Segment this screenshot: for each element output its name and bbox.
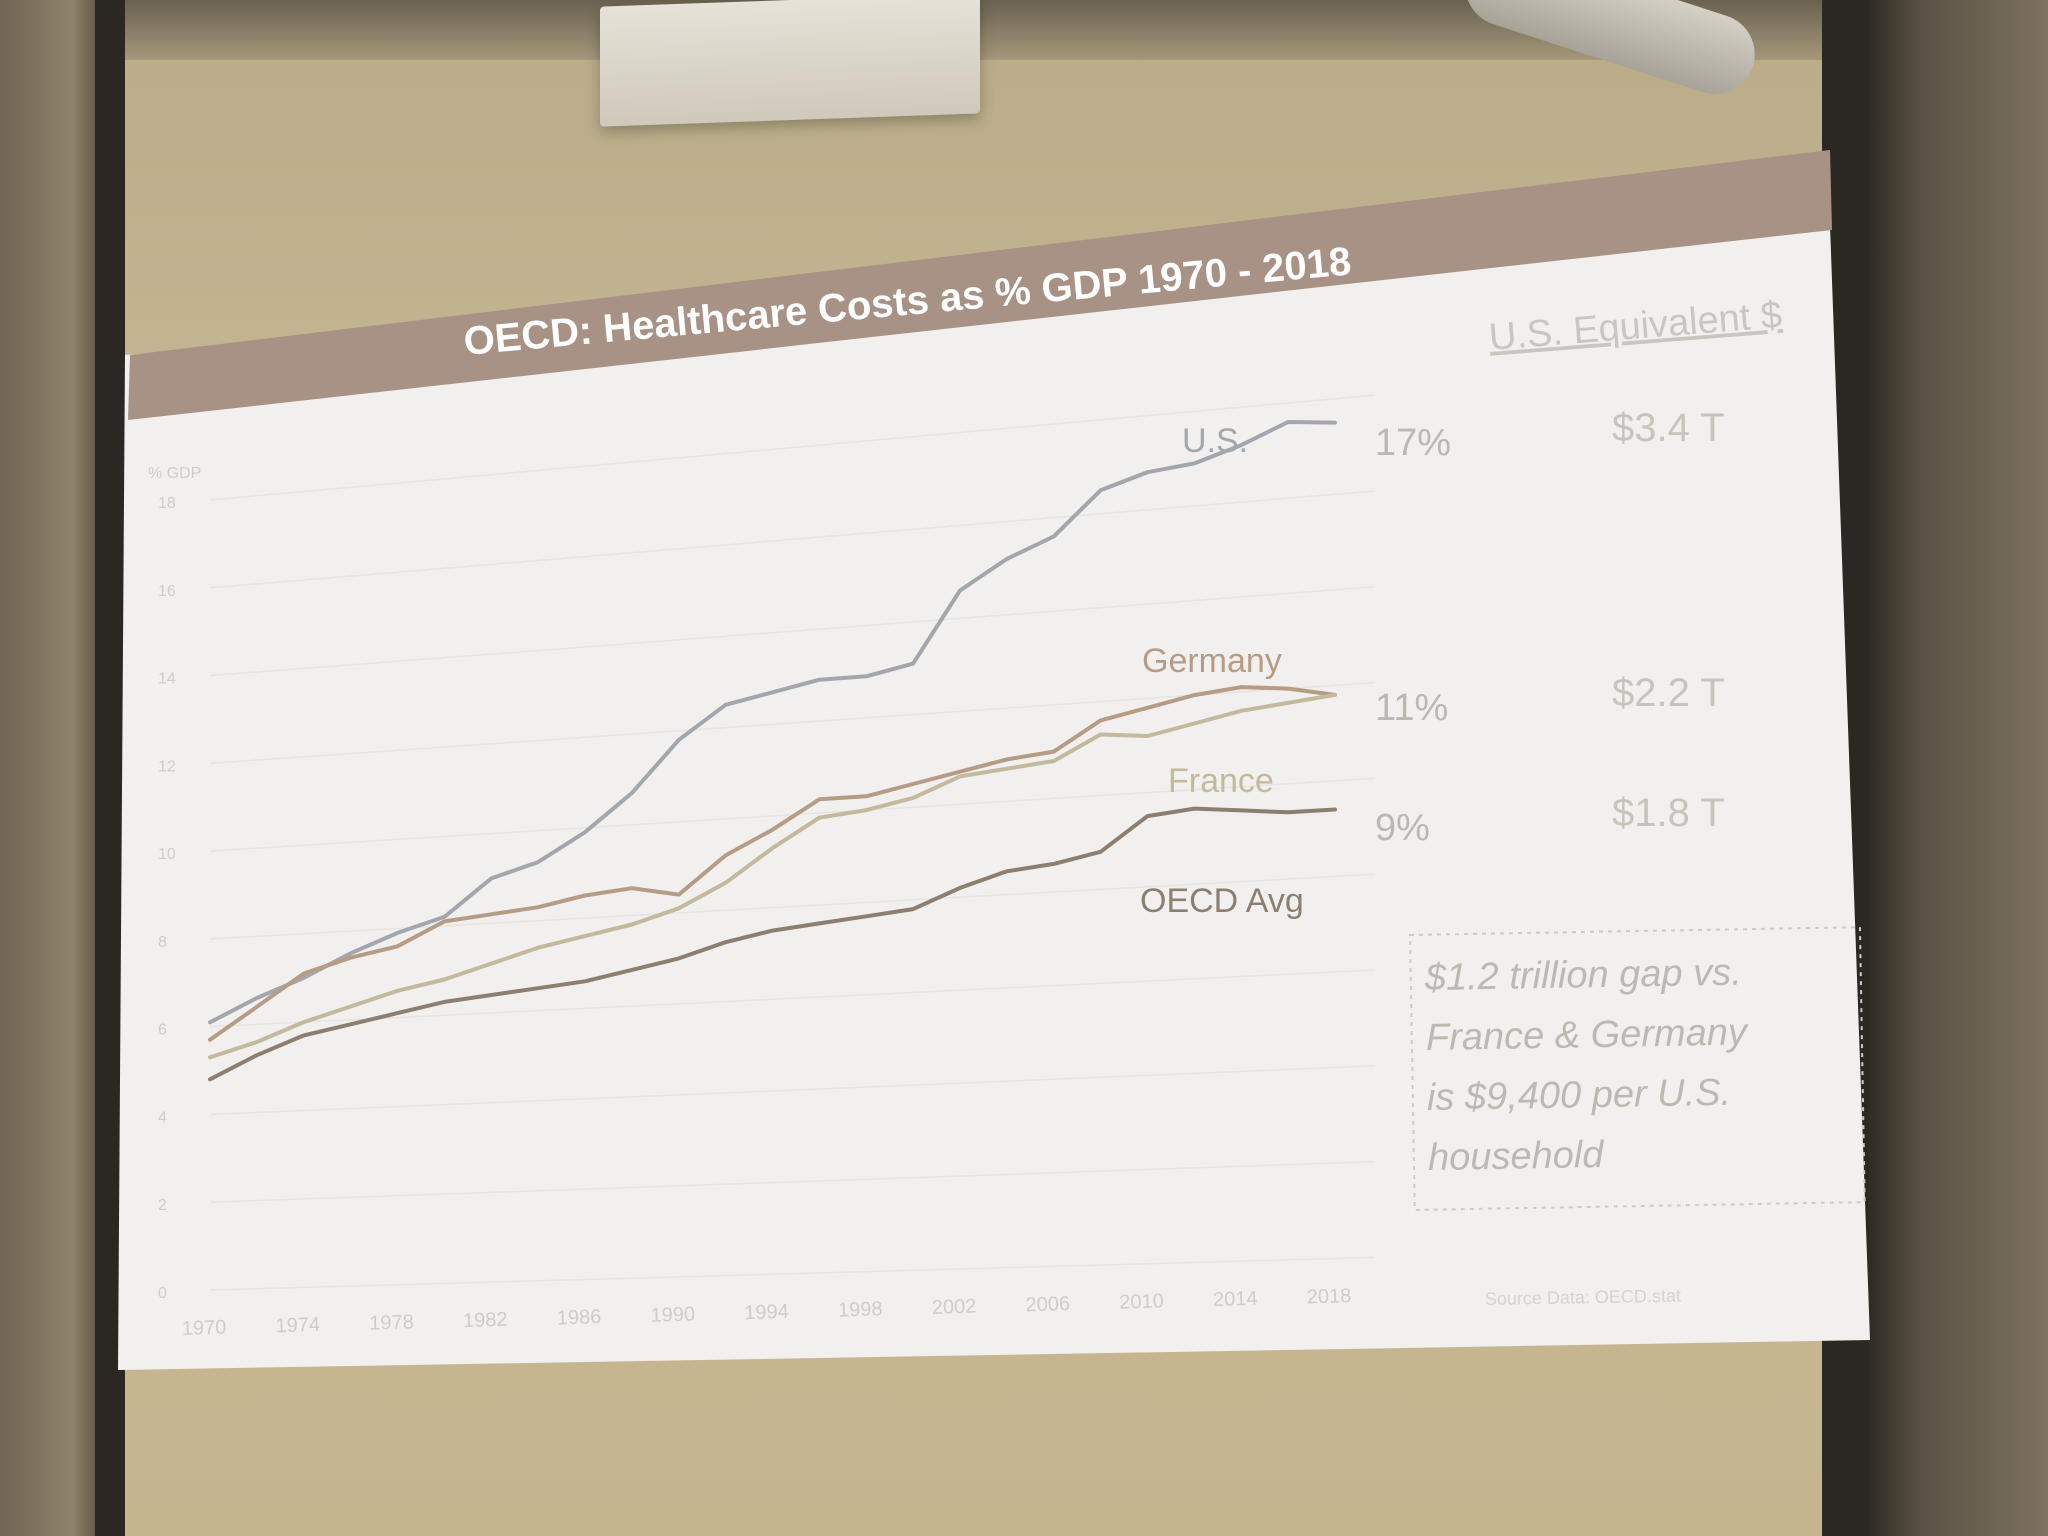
us-equiv-value: $3.4 T	[1612, 406, 1725, 450]
series-line-france	[208, 692, 1337, 1060]
y-tick-label: 0	[158, 1285, 167, 1302]
y-tick-label: 6	[158, 1022, 167, 1039]
x-tick-label: 2002	[931, 1295, 976, 1319]
x-tick-label: 2006	[1025, 1293, 1070, 1317]
series-label: Germany	[1142, 642, 1282, 680]
gridline-6	[209, 681, 1376, 765]
series-label: France	[1168, 762, 1274, 800]
series-line-u-s-	[208, 420, 1337, 1025]
callout-text: $1.2 trillion gap vs. France & Germany i…	[1424, 952, 1750, 1179]
x-tick-label: 1974	[275, 1314, 320, 1338]
y-tick-label: 4	[158, 1109, 167, 1126]
y-tick-label: 16	[158, 583, 176, 600]
end-value-label: 9%	[1375, 807, 1430, 849]
series-label: OECD Avg	[1140, 882, 1304, 920]
us-equiv-value: $1.8 T	[1612, 791, 1725, 835]
gridline-2	[209, 1065, 1376, 1116]
gridline-9	[209, 394, 1376, 501]
end-value-label: 11%	[1375, 687, 1448, 729]
y-axis-label: % GDP	[148, 465, 201, 482]
y-tick-label: 14	[158, 671, 176, 688]
y-tick-label: 10	[158, 846, 176, 863]
callout-line-1: $1.2 trillion gap vs.	[1424, 952, 1743, 1000]
series-line-oecd-avg	[208, 806, 1337, 1082]
title-banner	[128, 150, 1832, 420]
x-tick-label: 1970	[181, 1316, 226, 1340]
callout-line-2: France & Germany	[1426, 1011, 1750, 1059]
x-tick-label: 1978	[369, 1311, 414, 1335]
x-tick-label: 2018	[1306, 1285, 1351, 1309]
slide-background	[118, 225, 1870, 1370]
us-equiv-value: $2.2 T	[1612, 671, 1725, 715]
series-line-germany	[208, 685, 1337, 1042]
x-tick-label: 2010	[1119, 1290, 1164, 1314]
gridline-1	[209, 1160, 1376, 1203]
chart-area: 0 2 4 6 8 10 12 14 16 18 % GDP 1970 1974 1978 1982 1986…	[148, 394, 1725, 1340]
x-tick-label: 1986	[556, 1306, 601, 1330]
y-tick-label: 8	[158, 934, 167, 951]
gridline-7	[209, 586, 1376, 677]
callout-line-4: household	[1428, 1134, 1606, 1179]
source-note: Source Data: OECD.stat	[1485, 1286, 1681, 1309]
y-tick-label: 2	[158, 1197, 167, 1214]
x-tick-label: 1990	[650, 1303, 695, 1327]
x-tick-label: 1998	[838, 1298, 883, 1322]
y-tick-label: 12	[158, 758, 176, 775]
end-value-label: 17%	[1375, 422, 1451, 464]
wall-right	[1868, 0, 2048, 1536]
callout-box	[1408, 926, 1866, 1211]
gridline-3	[209, 969, 1376, 1028]
gridline-0	[209, 1256, 1376, 1291]
gridline-4	[209, 873, 1376, 940]
callout-line-3: is $9,400 per U.S.	[1427, 1072, 1732, 1119]
x-tick-label: 1982	[463, 1309, 508, 1333]
x-tick-label: 1994	[744, 1301, 789, 1325]
gridline-8	[209, 490, 1376, 589]
x-tick-label: 2014	[1213, 1288, 1258, 1312]
y-tick-label: 18	[158, 495, 176, 512]
series-label: U.S.	[1182, 422, 1248, 460]
